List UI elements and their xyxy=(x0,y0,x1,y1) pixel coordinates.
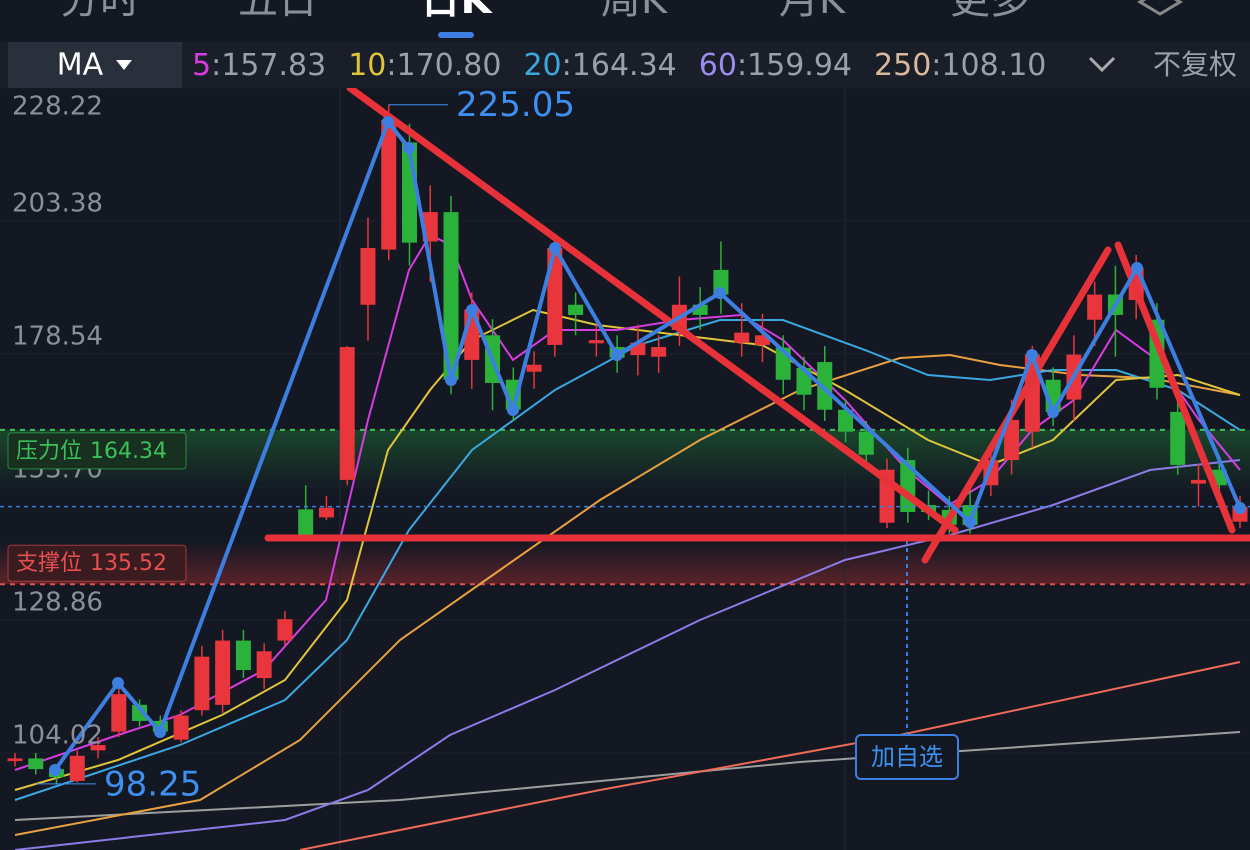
level-tag-text: 压力位 164.34 xyxy=(16,439,167,464)
ma-lines xyxy=(14,233,1241,850)
candle-body xyxy=(1087,294,1103,320)
ma-period: 60 xyxy=(699,48,737,83)
level-value: 135.52 xyxy=(90,551,167,576)
ma-line xyxy=(299,661,1241,850)
candle-body xyxy=(194,656,210,711)
ma-colon: : xyxy=(562,48,572,83)
candle-body xyxy=(256,651,272,679)
ma-value: 157.83 xyxy=(221,48,326,83)
ma-period: 10 xyxy=(348,48,386,83)
candle-body xyxy=(651,347,667,357)
candle-body xyxy=(1190,479,1206,484)
ma-selector-label[interactable]: MA xyxy=(57,48,104,83)
candle-body xyxy=(7,758,23,762)
candle-body xyxy=(90,745,106,751)
tab-bar xyxy=(0,0,1250,42)
ma-value: 164.34 xyxy=(572,48,677,83)
tab-indicator xyxy=(438,32,474,38)
candle-body xyxy=(235,640,251,671)
ma-value: 108.10 xyxy=(941,48,1046,83)
tab[interactable]: 日K xyxy=(421,0,494,23)
candle-body xyxy=(734,332,750,343)
candle-body xyxy=(173,715,189,740)
candle-body xyxy=(547,247,563,345)
candle-body xyxy=(526,364,542,372)
ma-legend: 5:157.83 10:170.80 20:164.34 60:159.94 250:1… xyxy=(192,48,1046,83)
dropdown-arrow xyxy=(116,60,132,70)
drawings xyxy=(49,84,1250,776)
candle-body xyxy=(298,509,314,535)
candle-body xyxy=(69,755,85,781)
y-tick-label: 128.86 xyxy=(12,587,103,617)
candle-body xyxy=(568,304,584,315)
candle-body xyxy=(28,758,44,770)
y-tick-label: 104.02 xyxy=(12,720,103,750)
candle-body xyxy=(111,694,127,732)
candle-body xyxy=(1170,411,1186,465)
add-watch-button[interactable] xyxy=(855,734,959,780)
max-label: 225.05 xyxy=(456,85,575,125)
candle-body xyxy=(318,507,334,518)
zigzag xyxy=(53,120,1242,772)
level-value: 164.34 xyxy=(90,439,167,464)
ma-line xyxy=(14,459,1241,850)
level-name: 支撑位 xyxy=(16,551,82,576)
ma-period: 250 xyxy=(874,48,931,83)
ma-selector[interactable] xyxy=(8,42,182,88)
tab[interactable]: 月K xyxy=(779,0,847,23)
candle-body xyxy=(360,247,376,305)
ma-period: 5 xyxy=(192,48,211,83)
ma-colon: : xyxy=(931,48,941,83)
ma-value: 159.94 xyxy=(747,48,852,83)
tab[interactable]: 更多 xyxy=(950,0,1030,23)
min-label: 98.25 xyxy=(104,764,201,804)
ma-line xyxy=(14,731,1241,821)
candle-body xyxy=(443,212,459,380)
ma-period: 20 xyxy=(523,48,561,83)
ma-colon: : xyxy=(737,48,747,83)
candle-body xyxy=(215,640,231,705)
ma-value: 170.80 xyxy=(396,48,501,83)
candle-body xyxy=(339,347,355,480)
candle-body xyxy=(132,704,148,721)
level-name: 压力位 xyxy=(16,439,82,464)
expand-icon[interactable] xyxy=(1088,56,1116,73)
candle-body xyxy=(692,304,708,315)
settings-icon[interactable] xyxy=(1137,0,1183,16)
candle-body xyxy=(588,340,604,344)
support-band xyxy=(0,542,1250,585)
adjust-toggle[interactable]: 不复权 xyxy=(1153,48,1237,81)
tab[interactable]: 周K xyxy=(601,0,669,23)
level-tag xyxy=(7,544,187,582)
ma-line xyxy=(14,233,1241,771)
candle-body xyxy=(858,431,874,455)
trend-line xyxy=(1114,241,1236,534)
button-label[interactable]: 加自选 xyxy=(871,743,943,771)
candle-body xyxy=(817,362,833,410)
ma-colon: : xyxy=(386,48,396,83)
candle-body xyxy=(754,335,770,345)
tab[interactable]: 分时 xyxy=(60,0,140,23)
level-tag-text: 支撑位 135.52 xyxy=(16,551,167,576)
tab[interactable]: 五日 xyxy=(238,0,318,23)
candle-body xyxy=(1004,419,1020,461)
ma-bar xyxy=(0,42,1250,88)
candle-body xyxy=(277,619,293,641)
resistance-band xyxy=(0,429,1250,492)
y-tick-label: 228.22 xyxy=(12,92,103,122)
candle-body xyxy=(381,119,397,250)
y-tick-label: 178.54 xyxy=(12,321,103,351)
level-tag xyxy=(7,432,187,470)
y-tick-label: 203.38 xyxy=(12,188,103,218)
candle-body xyxy=(838,409,854,432)
trend-line xyxy=(346,84,959,534)
ma-colon: : xyxy=(211,48,221,83)
